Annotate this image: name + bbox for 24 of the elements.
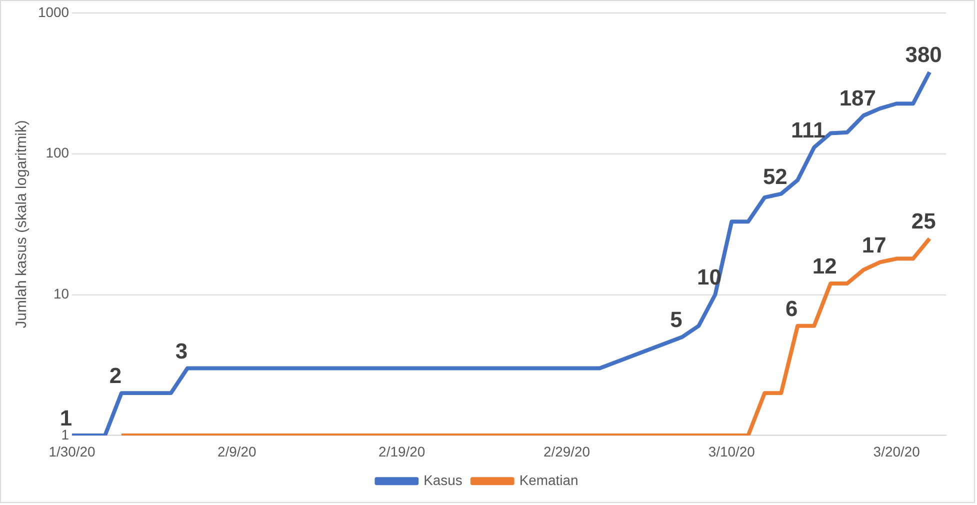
x-tick-label: 3/20/20	[873, 444, 920, 460]
legend-label: Kematian	[519, 472, 578, 488]
data-label: 187	[839, 86, 876, 111]
y-tick-label: 100	[46, 144, 70, 161]
x-tick-label: 2/9/20	[218, 444, 257, 460]
data-label: 380	[905, 42, 942, 68]
data-label: 111	[791, 118, 826, 143]
data-label: 52	[762, 164, 788, 189]
y-tick-label: 1000	[38, 4, 70, 20]
x-tick-label: 1/30/20	[48, 444, 96, 460]
data-label: 12	[812, 254, 837, 279]
data-label: 17	[862, 232, 886, 258]
y-tick-label: 1	[61, 426, 70, 442]
y-axis-title: Jumlah kasus (skala logaritmik)	[13, 120, 30, 328]
data-label: 6	[786, 296, 798, 321]
data-label: 2	[109, 363, 122, 388]
y-tick-label: 10	[53, 285, 70, 302]
x-tick-label: 3/10/20	[708, 444, 756, 460]
data-label: 5	[670, 307, 682, 332]
x-tick-label: 2/19/20	[378, 444, 426, 460]
data-label: 3	[175, 338, 188, 364]
x-tick-label: 2/29/20	[543, 444, 590, 460]
legend-label: Kasus	[424, 472, 462, 488]
data-label: 25	[911, 208, 936, 234]
